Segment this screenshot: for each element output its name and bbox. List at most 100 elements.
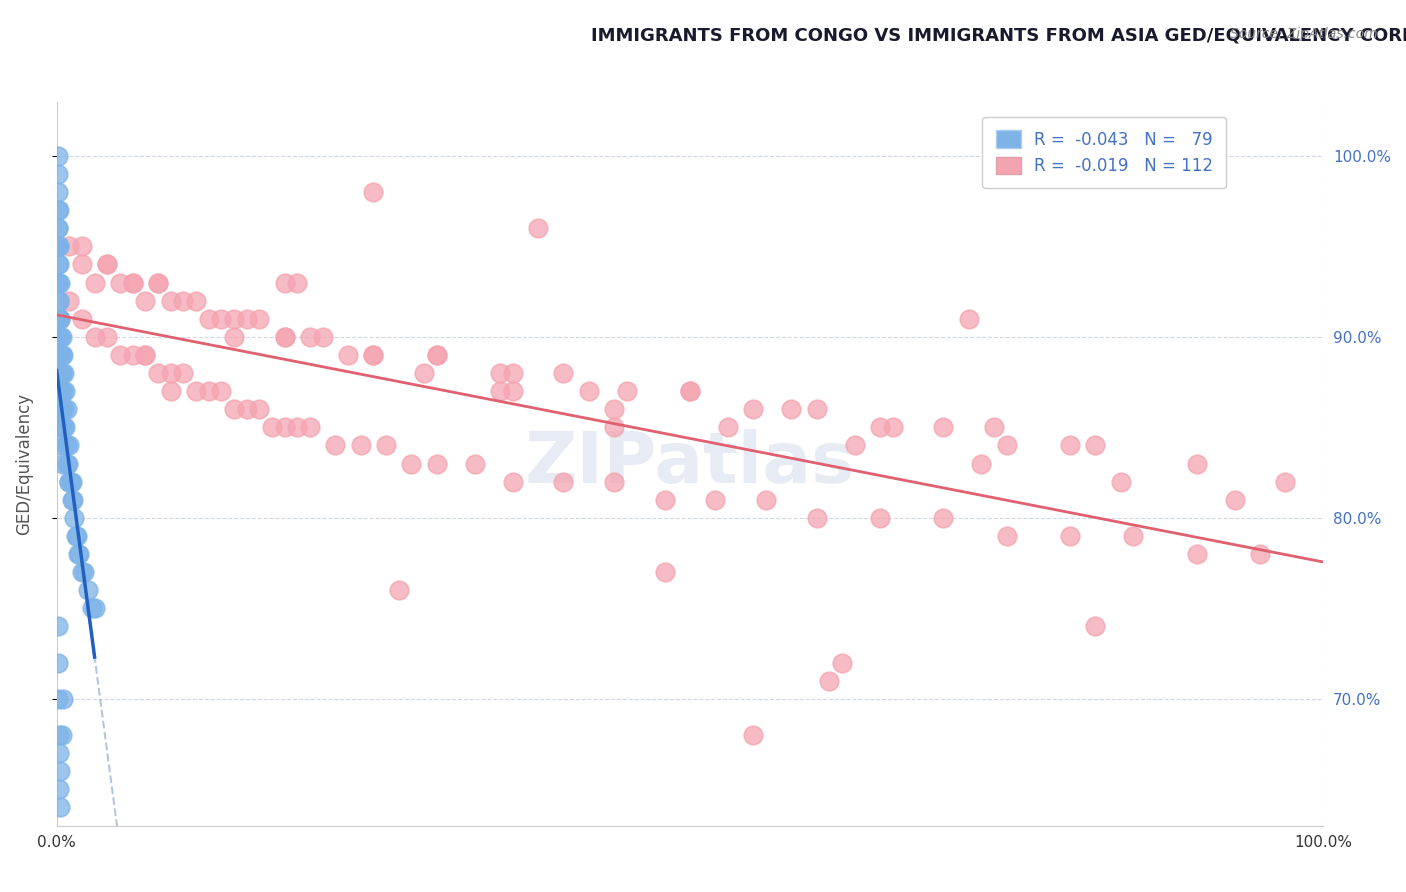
Point [616,384,638,398]
Point [932,511,955,525]
Point [59,475,82,489]
Point [273,276,295,290]
Point [818,673,841,688]
Point [134,293,156,308]
Point [46,239,69,253]
Point [464,457,486,471]
Point [323,438,346,452]
Point [49,764,72,779]
Point [62,492,84,507]
Point [52,384,75,398]
Point [46,276,69,290]
Point [134,348,156,362]
Point [63,511,86,525]
Point [831,656,853,670]
Point [52,402,75,417]
Point [995,438,1018,452]
Point [1223,492,1246,507]
Point [55,438,77,452]
Point [48,746,70,760]
Point [49,276,72,290]
Point [55,402,77,417]
Point [51,384,73,398]
Point [235,402,257,417]
Point [83,276,105,290]
Point [46,276,69,290]
Point [108,348,131,362]
Point [426,348,449,362]
Point [869,511,891,525]
Point [1084,619,1107,633]
Point [58,475,80,489]
Point [55,457,77,471]
Point [679,384,702,398]
Point [51,728,73,742]
Point [53,420,76,434]
Point [222,330,245,344]
Point [65,529,87,543]
Point [48,203,70,218]
Point [553,366,575,380]
Point [717,420,740,434]
Point [80,601,103,615]
Point [502,475,524,489]
Point [426,348,449,362]
Point [49,311,72,326]
Point [222,311,245,326]
Point [742,728,765,742]
Point [52,402,75,417]
Point [1122,529,1144,543]
Point [58,239,80,253]
Point [502,366,524,380]
Point [603,420,626,434]
Point [48,311,70,326]
Point [67,547,90,561]
Y-axis label: GED/Equivalency: GED/Equivalency [15,392,32,534]
Point [70,311,93,326]
Point [46,402,69,417]
Point [49,330,72,344]
Point [51,384,73,398]
Point [426,457,449,471]
Point [361,185,384,199]
Point [49,311,72,326]
Point [679,384,702,398]
Point [52,691,75,706]
Point [51,348,73,362]
Point [70,565,93,579]
Point [1185,457,1208,471]
Point [1185,547,1208,561]
Point [603,402,626,417]
Point [603,475,626,489]
Point [882,420,904,434]
Point [247,402,270,417]
Point [46,149,69,163]
Point [67,547,90,561]
Point [70,257,93,271]
Point [489,384,512,398]
Point [285,420,308,434]
Point [172,293,194,308]
Point [388,583,411,598]
Point [48,311,70,326]
Point [73,565,96,579]
Point [932,420,955,434]
Point [159,366,181,380]
Point [298,420,321,434]
Point [209,384,232,398]
Point [869,420,891,434]
Point [197,384,219,398]
Point [51,366,73,380]
Point [46,366,69,380]
Point [298,330,321,344]
Point [60,492,83,507]
Point [58,438,80,452]
Point [983,420,1005,434]
Point [52,457,75,471]
Point [60,475,83,489]
Point [46,257,69,271]
Point [48,311,70,326]
Point [58,293,80,308]
Point [197,311,219,326]
Point [1109,475,1132,489]
